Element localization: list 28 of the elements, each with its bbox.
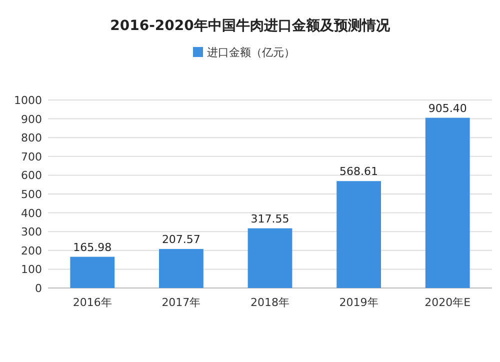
data-label: 905.40 [428, 102, 467, 115]
x-tick-label: 2019年 [339, 296, 378, 309]
bar [425, 118, 470, 288]
y-tick-label: 0 [35, 282, 42, 295]
y-tick-label: 300 [21, 226, 42, 239]
y-tick-label: 700 [21, 150, 42, 164]
data-label: 207.57 [162, 232, 200, 246]
chart-title: 2016-2020年中国牛肉进口金额及预测情况 [110, 17, 391, 34]
y-tick-label: 100 [21, 263, 42, 276]
bar [248, 228, 292, 288]
y-tick-label: 500 [21, 188, 42, 201]
legend-label: 进口金额（亿元） [207, 46, 295, 59]
y-tick-label: 800 [21, 132, 42, 145]
data-label: 568.61 [340, 165, 378, 178]
y-tick-label: 1000 [14, 94, 42, 107]
x-tick-label: 2016年 [72, 296, 112, 309]
bar [70, 256, 115, 288]
y-tick-label: 900 [21, 112, 42, 126]
bar [159, 248, 204, 288]
data-label: 317.55 [250, 212, 290, 226]
x-tick-label: 2020年E [424, 296, 471, 309]
x-tick-label: 2017年 [162, 296, 201, 309]
data-label: 165.98 [73, 240, 112, 254]
y-tick-label: 400 [21, 206, 42, 220]
y-tick-label: 600 [21, 169, 42, 182]
x-tick-label: 2018年 [250, 296, 290, 309]
y-tick-label: 200 [21, 244, 42, 258]
bar [336, 181, 381, 288]
